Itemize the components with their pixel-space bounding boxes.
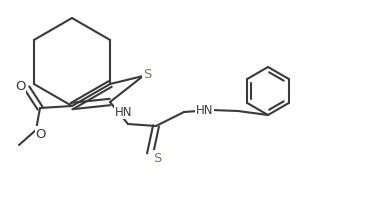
Text: O: O — [36, 128, 46, 141]
Text: O: O — [15, 80, 25, 92]
Text: HN: HN — [196, 103, 213, 116]
Text: S: S — [143, 69, 151, 82]
Text: S: S — [153, 152, 161, 164]
Text: HN: HN — [115, 105, 133, 119]
